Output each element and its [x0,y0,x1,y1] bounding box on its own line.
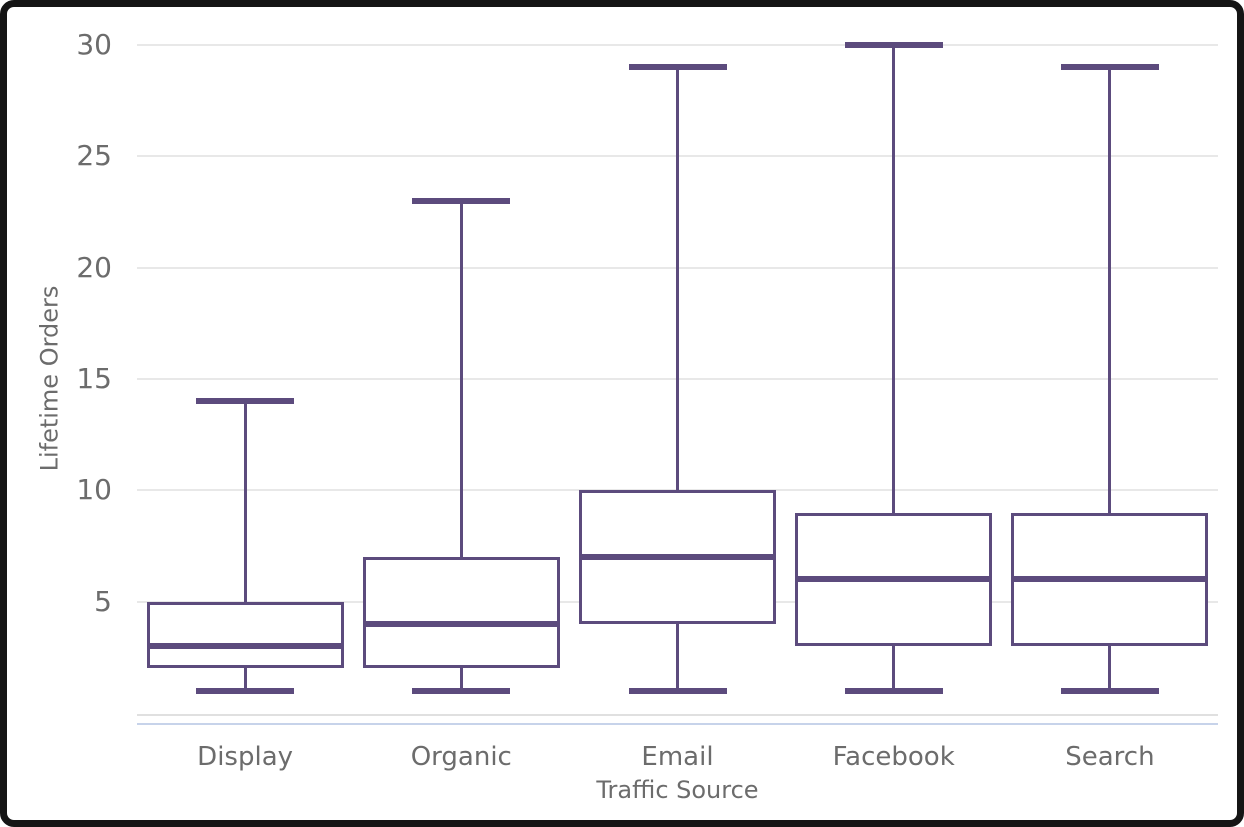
iqr-box-organic[interactable] [362,557,560,669]
x-tick-label-facebook: Facebook [832,742,955,772]
upper-whisker-display [243,401,247,602]
y-tick-label-20: 20 [76,250,112,284]
max-cap-email [628,64,727,71]
x-axis-title: Traffic Source [596,776,759,804]
min-cap-search [1060,687,1159,694]
median-line-organic [362,620,560,627]
upper-whisker-search [1108,67,1112,513]
y-tick-label-15: 15 [76,362,112,395]
axis-accent-line [137,723,1218,725]
x-axis-line [137,714,1218,716]
upper-whisker-email [676,67,679,491]
lower-whisker-search [1108,646,1112,691]
lower-whisker-display [243,668,247,691]
y-tick-label-30: 30 [76,28,112,61]
median-line-facebook [795,576,993,583]
min-cap-email [628,687,727,694]
lower-whisker-organic [459,668,463,691]
x-tick-label-search: Search [1065,742,1155,772]
y-tick-label-25: 25 [76,139,112,173]
x-tick-label-display: Display [197,742,294,772]
max-cap-organic [412,197,511,204]
gridline-30 [137,44,1218,46]
y-axis-title: Lifetime Orders [35,285,64,472]
max-cap-search [1060,64,1159,71]
y-tick-label-5: 5 [94,584,112,618]
min-cap-organic [412,687,511,694]
min-cap-display [196,687,295,694]
max-cap-facebook [844,42,943,48]
lower-whisker-email [676,623,679,691]
max-cap-display [196,398,295,405]
median-line-email [579,554,776,561]
x-tick-label-email: Email [641,742,714,772]
min-cap-facebook [844,687,943,694]
lower-whisker-facebook [892,646,896,691]
y-tick-label-10: 10 [76,473,112,507]
x-tick-label-organic: Organic [410,742,512,772]
upper-whisker-facebook [892,45,896,513]
median-line-display [146,643,344,650]
upper-whisker-organic [459,200,463,558]
iqr-box-display[interactable] [146,601,344,669]
median-line-search [1011,576,1209,583]
